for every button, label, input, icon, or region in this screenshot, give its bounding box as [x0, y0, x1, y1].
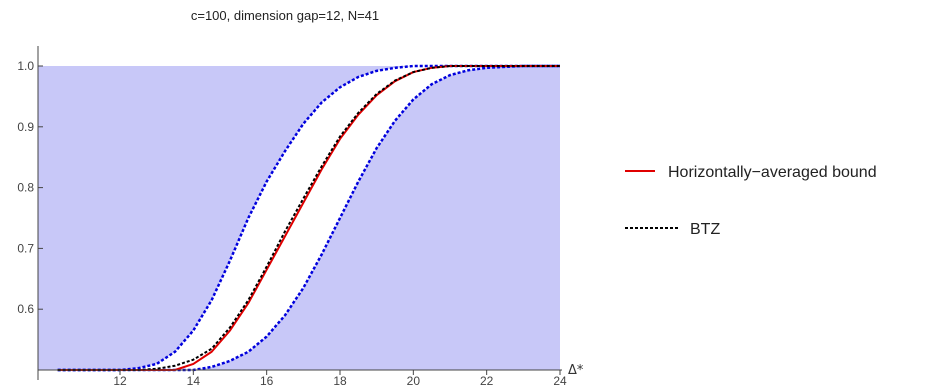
- y-tick-label: 0.6: [17, 302, 34, 316]
- legend-label-btz: BTZ: [690, 221, 720, 238]
- x-tick-label: 16: [260, 374, 274, 388]
- legend-label-bound: Horizontally−averaged bound: [668, 164, 877, 181]
- x-tick-label: 12: [113, 374, 127, 388]
- x-tick-label: 14: [187, 374, 201, 388]
- tick-layer: 12 14 16 18 20 22 24 0.6 0.7 0.8 0.9 1.0: [17, 59, 567, 388]
- x-tick-label: 24: [553, 374, 567, 388]
- x-tick-label: 20: [407, 374, 421, 388]
- series-line-lower-blue: [57, 64, 560, 372]
- x-tick-label: 22: [480, 374, 494, 388]
- x-axis-label: Δ*: [568, 363, 584, 378]
- y-tick-label: 0.8: [17, 181, 34, 195]
- legend: Horizontally−averaged bound BTZ: [625, 164, 877, 238]
- y-tick-label: 0.7: [17, 241, 34, 255]
- chart-title: c=100, dimension gap=12, N=41: [191, 8, 379, 23]
- x-tick-label: 18: [333, 374, 347, 388]
- excluded-band: [57, 66, 561, 370]
- y-tick-label: 0.9: [17, 120, 34, 134]
- y-tick-label: 1.0: [17, 59, 34, 73]
